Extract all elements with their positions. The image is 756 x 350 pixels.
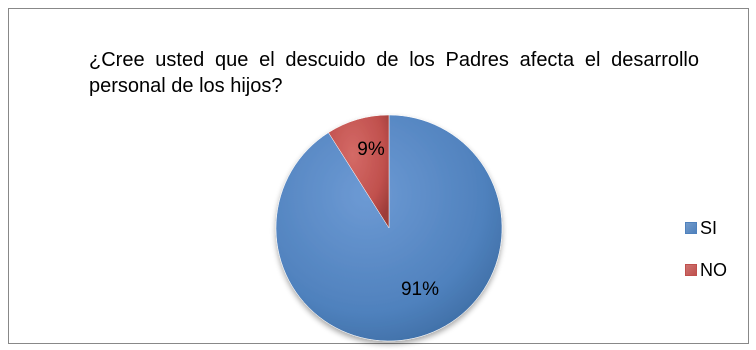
data-label-si: 91% (401, 279, 439, 300)
legend-swatch-no (685, 264, 697, 276)
legend: SI NO (685, 218, 727, 302)
legend-swatch-si (685, 222, 697, 234)
legend-label-no: NO (700, 260, 727, 280)
data-label-no: 9% (357, 139, 385, 160)
pie-slice-no (328, 114, 390, 229)
chart-title: ¿Cree usted que el descuido de los Padre… (89, 49, 699, 97)
legend-item-si: SI (685, 218, 727, 238)
legend-item-no: NO (685, 260, 727, 280)
legend-label-si: SI (700, 218, 718, 238)
